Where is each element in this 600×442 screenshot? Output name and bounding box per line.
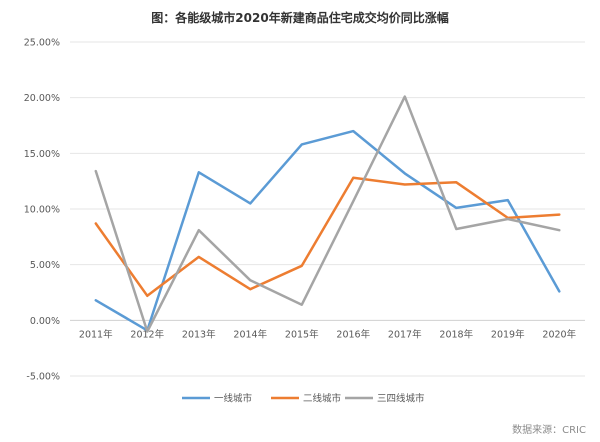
x-tick-label: 2011年: [79, 328, 113, 340]
x-tick-label: 2020年: [542, 328, 576, 340]
y-tick-label: 25.00%: [24, 38, 60, 49]
y-tick-label: 20.00%: [24, 93, 60, 104]
x-tick-label: 2019年: [491, 328, 525, 340]
legend: 一线城市 二线城市 三四线城市: [182, 393, 425, 405]
x-tick-label: 2016年: [336, 328, 370, 340]
x-tick-label: 2015年: [285, 328, 319, 340]
x-tick-label: 2017年: [388, 328, 422, 340]
y-tick-label: -5.00%: [26, 372, 60, 383]
y-axis-ticks: 25.00% 20.00% 15.00% 10.00% 5.00% 0.00% -5.00%: [24, 38, 60, 383]
y-tick-label: 15.00%: [24, 149, 60, 160]
series-lines: [94, 95, 561, 333]
y-tick-label: 5.00%: [30, 260, 60, 271]
legend-label: 二线城市: [303, 393, 342, 405]
source-note: 数据来源：CRIC: [512, 423, 586, 436]
gridlines: [70, 41, 585, 377]
x-tick-label: 2013年: [182, 328, 216, 340]
legend-label: 一线城市: [214, 393, 253, 405]
y-tick-label: 10.00%: [24, 205, 60, 216]
series-line-1: [94, 129, 561, 332]
x-axis-ticks: 2011年 2012年 2013年 2014年 2015年 2016年 2017年 2018年…: [79, 328, 577, 340]
y-tick-label: 0.00%: [30, 316, 60, 327]
series-line-2: [94, 176, 561, 298]
x-tick-label: 2018年: [439, 328, 473, 340]
series-line-3: [94, 95, 561, 333]
chart-title: 图：各能级城市2020年新建商品住宅成交均价同比涨幅: [151, 10, 448, 25]
x-tick-label: 2014年: [233, 328, 267, 340]
legend-label: 三四线城市: [377, 393, 425, 405]
x-tick-label: 2012年: [130, 328, 164, 340]
